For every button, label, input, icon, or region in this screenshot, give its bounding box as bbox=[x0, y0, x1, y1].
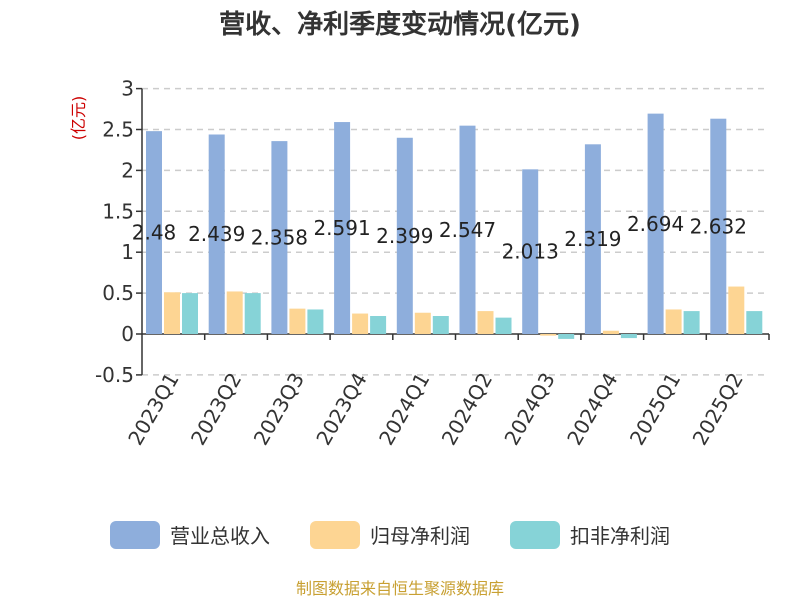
data-labels: 2.48 2.439 2.358 2.591 2.399 2.5472.0132.3192… bbox=[132, 212, 747, 264]
bars bbox=[146, 113, 763, 339]
x-tick-label: 2023Q4 bbox=[311, 369, 371, 450]
bar-series-2-2025Q2 bbox=[746, 311, 763, 334]
bar-series-0-2023Q3 bbox=[271, 141, 288, 334]
bar-series-0-2023Q4 bbox=[334, 122, 351, 334]
x-tick-label: 2023Q2 bbox=[186, 369, 246, 450]
y-tick-label: 0 bbox=[121, 322, 134, 346]
bar-series-0-2024Q4 bbox=[584, 144, 601, 334]
bar-series-2-2024Q3 bbox=[558, 334, 575, 339]
y-tick-label: 2.5 bbox=[102, 118, 134, 142]
y-tick-label: -0.5 bbox=[95, 363, 134, 387]
y-tick-label: 1.5 bbox=[102, 199, 134, 223]
data-label-revenue: 2.632 bbox=[690, 214, 747, 238]
data-label-revenue: 2.013 bbox=[502, 240, 559, 264]
x-tick-labels: 2023Q1 2023Q2 2023Q3 2023Q4 2024Q1 2024Q2 2024… bbox=[123, 369, 748, 450]
bar-series-1-2023Q2 bbox=[226, 291, 243, 334]
x-tick-label: 2025Q2 bbox=[688, 369, 748, 450]
bar-series-1-2023Q1 bbox=[164, 292, 180, 334]
bar-series-1-2025Q1 bbox=[665, 309, 682, 334]
bar-series-1-2024Q2 bbox=[477, 311, 494, 334]
bar-series-2-2024Q1 bbox=[432, 316, 449, 334]
data-label-revenue: 2.591 bbox=[313, 216, 370, 240]
bar-series-0-2024Q1 bbox=[396, 137, 413, 334]
bar-series-2-2025Q1 bbox=[683, 311, 700, 334]
chart-title: 营收、净利季度变动情况(亿元) bbox=[219, 9, 581, 40]
y-tick-label: 1 bbox=[121, 240, 134, 264]
data-label-revenue: 2.439 bbox=[188, 222, 245, 246]
legend-swatch-2 bbox=[510, 521, 560, 549]
data-label-revenue: 2.48 bbox=[132, 221, 177, 245]
x-tick-label: 2023Q3 bbox=[249, 369, 309, 450]
legend-label-2: 扣非净利润 bbox=[570, 524, 670, 548]
y-tick-label: 2 bbox=[121, 158, 134, 182]
bar-series-0-2023Q2 bbox=[208, 134, 225, 334]
x-tick-label: 2025Q1 bbox=[625, 369, 685, 450]
y-tick-label: 3 bbox=[121, 77, 134, 101]
bar-series-2-2024Q4 bbox=[620, 334, 637, 339]
bar-series-0-2025Q2 bbox=[710, 118, 727, 335]
x-tick-label: 2024Q2 bbox=[437, 369, 497, 450]
bar-series-1-2023Q4 bbox=[352, 313, 369, 334]
bar-series-2-2024Q2 bbox=[495, 317, 512, 334]
x-tick-label: 2024Q3 bbox=[499, 369, 559, 450]
legend-label-0: 营业总收入 bbox=[170, 524, 270, 548]
legend: 营业总收入 归母净利润 扣非净利润 bbox=[110, 521, 670, 549]
data-label-revenue: 2.319 bbox=[564, 227, 621, 251]
x-tick-label: 2024Q1 bbox=[374, 369, 434, 450]
bar-series-2-2023Q2 bbox=[244, 293, 261, 334]
y-axis-unit: (亿元) bbox=[69, 96, 88, 141]
bar-series-0-2025Q1 bbox=[647, 113, 664, 334]
bar-series-2-2023Q1 bbox=[182, 293, 198, 334]
bar-series-0-2023Q1 bbox=[146, 131, 162, 334]
data-label-revenue: 2.358 bbox=[251, 226, 308, 250]
legend-swatch-0 bbox=[110, 521, 160, 549]
data-label-revenue: 2.694 bbox=[627, 212, 684, 236]
x-tick-label: 2024Q4 bbox=[562, 369, 622, 450]
y-tick-label: 0.5 bbox=[102, 281, 134, 305]
legend-swatch-1 bbox=[310, 521, 360, 549]
bar-series-1-2023Q3 bbox=[289, 308, 306, 334]
bar-series-1-2025Q2 bbox=[728, 286, 745, 334]
legend-label-1: 归母净利润 bbox=[370, 524, 470, 548]
bar-series-0-2024Q2 bbox=[459, 125, 476, 335]
data-source-note: 制图数据来自恒生聚源数据库 bbox=[296, 579, 504, 598]
y-tick-labels: 3 2.5 2 1.5 1 0.5 0 -0.5 bbox=[95, 77, 134, 387]
bar-series-1-2024Q1 bbox=[414, 312, 431, 334]
bar-series-2-2023Q3 bbox=[307, 309, 324, 334]
bar-series-2-2023Q4 bbox=[370, 316, 387, 334]
bar-series-1-2024Q3 bbox=[540, 334, 557, 336]
data-label-revenue: 2.399 bbox=[376, 224, 433, 248]
data-label-revenue: 2.547 bbox=[439, 218, 496, 242]
bar-series-0-2024Q3 bbox=[522, 169, 539, 334]
bar-series-1-2024Q4 bbox=[602, 330, 619, 334]
